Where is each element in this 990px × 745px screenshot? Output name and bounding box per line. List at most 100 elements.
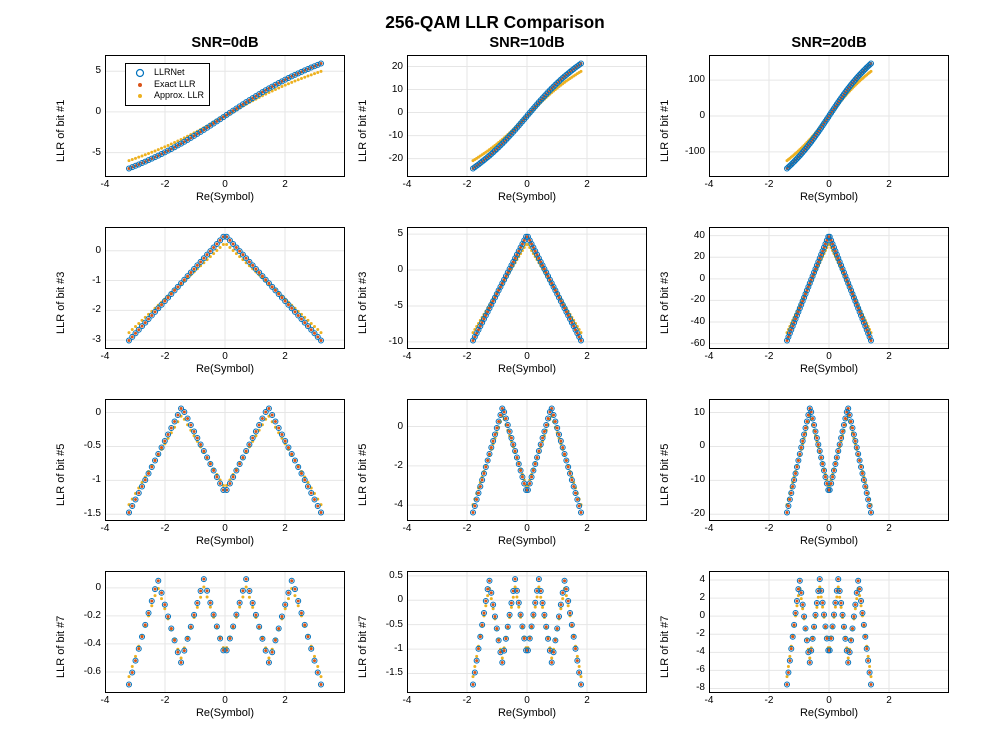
x-axis-label: Re(Symbol): [709, 535, 949, 547]
ytick-label: -2: [65, 304, 101, 315]
ytick-label: 40: [669, 230, 705, 241]
ytick-label: 5: [367, 228, 403, 239]
xtick-label: -2: [150, 523, 180, 534]
xtick-label: 2: [572, 523, 602, 534]
legend-item: Approx. LLR: [131, 90, 204, 102]
x-axis-label: Re(Symbol): [105, 535, 345, 547]
ytick-label: 0: [367, 594, 403, 605]
ytick-label: 0.5: [367, 570, 403, 581]
ytick-label: 100: [669, 74, 705, 85]
ytick-label: 0: [65, 245, 101, 256]
xtick-label: -2: [452, 179, 482, 190]
legend-label: Exact LLR: [154, 79, 196, 91]
xtick-label: -4: [90, 351, 120, 362]
xtick-label: 2: [874, 179, 904, 190]
xtick-label: 2: [874, 351, 904, 362]
chart-canvas: [105, 227, 345, 349]
ytick-label: -40: [669, 316, 705, 327]
ytick-label: -100: [669, 146, 705, 157]
y-axis-label: LLR of bit #3: [357, 272, 369, 334]
ytick-label: 10: [669, 407, 705, 418]
xtick-label: -2: [754, 179, 784, 190]
ytick-label: 0: [367, 107, 403, 118]
x-axis-label: Re(Symbol): [709, 707, 949, 719]
ytick-label: 0: [367, 421, 403, 432]
chart-canvas: [105, 399, 345, 521]
x-axis-label: Re(Symbol): [709, 191, 949, 203]
column-title: SNR=10dB: [407, 35, 647, 51]
ytick-label: 0: [669, 273, 705, 284]
xtick-label: -4: [392, 695, 422, 706]
ytick-label: -5: [367, 300, 403, 311]
ytick-label: -1: [367, 643, 403, 654]
xtick-label: 0: [210, 695, 240, 706]
ytick-label: 0: [65, 407, 101, 418]
ytick-label: -10: [367, 130, 403, 141]
ytick-label: -8: [669, 682, 705, 693]
ytick-label: -0.4: [65, 638, 101, 649]
ytick-label: -20: [669, 294, 705, 305]
subplot-r1-c0: -4-202-3-2-10Re(Symbol)LLR of bit #3: [105, 227, 345, 349]
subplot-r2-c2: -4-202-20-10010Re(Symbol)LLR of bit #5: [709, 399, 949, 521]
xtick-label: 2: [572, 351, 602, 362]
ytick-label: -4: [669, 646, 705, 657]
legend-item: LLRNet: [131, 67, 204, 79]
ytick-label: -4: [367, 499, 403, 510]
xtick-label: 0: [814, 351, 844, 362]
y-axis-label: LLR of bit #1: [659, 100, 671, 162]
figure-title: 256-QAM LLR Comparison: [0, 12, 990, 33]
xtick-label: -2: [452, 695, 482, 706]
chart-canvas: [407, 227, 647, 349]
xtick-label: 0: [512, 179, 542, 190]
subplot-r3-c0: -4-202-0.6-0.4-0.20Re(Symbol)LLR of bit …: [105, 571, 345, 693]
subplot-r3-c1: -4-202-1.5-1-0.500.5Re(Symbol)LLR of bit…: [407, 571, 647, 693]
chart-canvas: [709, 571, 949, 693]
xtick-label: -4: [90, 179, 120, 190]
chart-canvas: [105, 571, 345, 693]
x-axis-label: Re(Symbol): [407, 363, 647, 375]
column-title: SNR=0dB: [105, 35, 345, 51]
y-axis-label: LLR of bit #5: [659, 444, 671, 506]
ytick-label: 0: [65, 106, 101, 117]
xtick-label: -2: [150, 695, 180, 706]
chart-canvas: [709, 399, 949, 521]
ytick-label: 0: [669, 110, 705, 121]
xtick-label: 0: [210, 351, 240, 362]
ytick-label: -1.5: [65, 508, 101, 519]
ytick-label: 20: [367, 61, 403, 72]
ytick-label: -10: [669, 474, 705, 485]
ytick-label: -20: [367, 153, 403, 164]
xtick-label: 2: [874, 523, 904, 534]
xtick-label: 2: [572, 695, 602, 706]
xtick-label: -4: [694, 523, 724, 534]
ytick-label: -0.5: [367, 619, 403, 630]
ytick-label: 20: [669, 251, 705, 262]
xtick-label: 0: [512, 523, 542, 534]
ytick-label: 10: [367, 84, 403, 95]
chart-canvas: [709, 55, 949, 177]
ytick-label: 0: [669, 440, 705, 451]
xtick-label: -4: [90, 523, 120, 534]
ytick-label: 0: [669, 610, 705, 621]
xtick-label: 0: [512, 351, 542, 362]
chart-canvas: [709, 227, 949, 349]
xtick-label: -2: [452, 523, 482, 534]
legend-label: Approx. LLR: [154, 90, 204, 102]
xtick-label: 2: [270, 351, 300, 362]
subplot-r2-c0: -4-202-1.5-1-0.50Re(Symbol)LLR of bit #5: [105, 399, 345, 521]
ytick-label: -20: [669, 508, 705, 519]
y-axis-label: LLR of bit #7: [55, 616, 67, 678]
xtick-label: -4: [392, 351, 422, 362]
legend-item: Exact LLR: [131, 79, 204, 91]
x-axis-label: Re(Symbol): [105, 363, 345, 375]
subplot-r0-c0: -4-202-505Re(Symbol)LLR of bit #1SNR=0dB…: [105, 55, 345, 177]
xtick-label: -4: [694, 179, 724, 190]
chart-canvas: [407, 55, 647, 177]
ytick-label: 4: [669, 574, 705, 585]
xtick-label: 0: [210, 179, 240, 190]
y-axis-label: LLR of bit #5: [55, 444, 67, 506]
x-axis-label: Re(Symbol): [407, 707, 647, 719]
xtick-label: 2: [874, 695, 904, 706]
xtick-label: 0: [210, 523, 240, 534]
xtick-label: -2: [150, 179, 180, 190]
